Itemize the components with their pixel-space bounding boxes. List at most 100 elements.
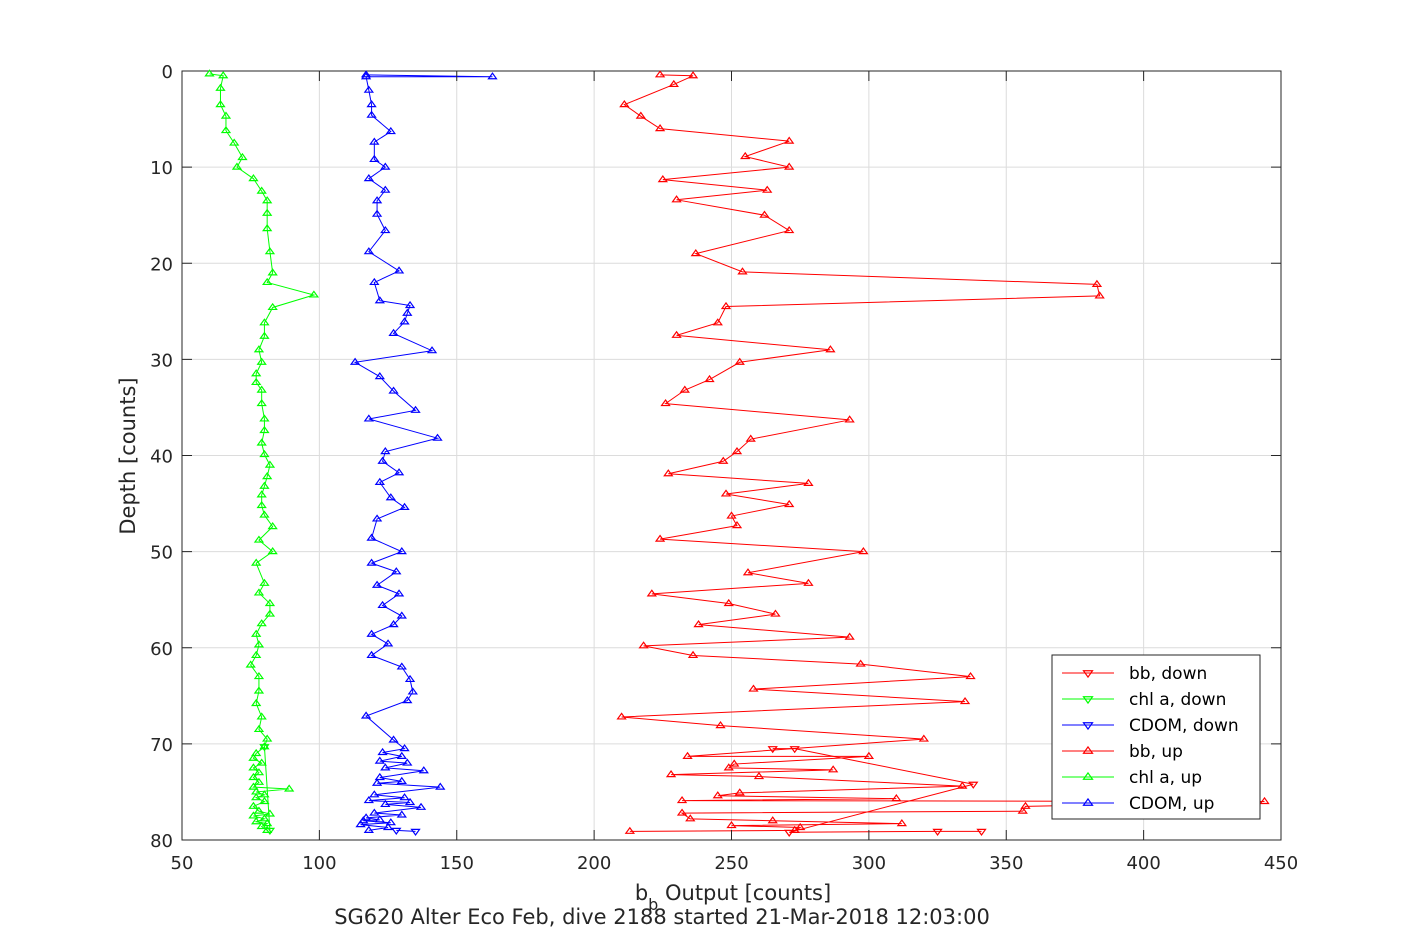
data-point [402, 758, 413, 766]
data-point [712, 791, 723, 799]
data-point [256, 619, 267, 627]
data-point [218, 71, 229, 79]
data-point [374, 477, 385, 485]
data-point [399, 502, 410, 510]
data-point [415, 802, 427, 810]
ticks: 50 100 150 200 250 300 350 400 450 0 10 20 30 40 50 60 7… [150, 62, 1298, 874]
data-point [720, 489, 732, 497]
data-point [1020, 801, 1031, 809]
legend-swatch-marker [1082, 670, 1094, 679]
data-point [256, 438, 267, 446]
x-axis-title-rest: Output [counts] [658, 881, 831, 905]
data-point [374, 756, 385, 764]
data-point [718, 456, 729, 464]
legend-swatch-marker [1082, 696, 1094, 705]
data-point [803, 578, 814, 586]
data-point [264, 598, 276, 607]
data-point [393, 589, 405, 597]
data-point [965, 671, 976, 680]
data-point [435, 782, 446, 790]
data-point [638, 641, 649, 649]
data-point [896, 819, 908, 827]
data-point [264, 809, 276, 817]
data-point [251, 793, 262, 801]
legend-label: chl a, down [1129, 690, 1226, 710]
data-point [671, 330, 682, 338]
data-point [734, 357, 745, 365]
data-point [624, 826, 636, 834]
data-point [825, 345, 836, 353]
data-point [1259, 796, 1270, 805]
data-point [253, 345, 265, 353]
data-point [251, 787, 262, 795]
data-point [360, 711, 372, 719]
data-point [380, 185, 391, 193]
data-point [253, 686, 265, 694]
legend-label: bb, up [1129, 742, 1183, 762]
data-point [759, 210, 770, 218]
data-point [731, 447, 743, 455]
data-point [259, 414, 270, 422]
data-point [388, 386, 399, 394]
data-point [396, 546, 407, 555]
data-point [380, 447, 391, 455]
y-tick-label: 20 [150, 254, 173, 275]
data-point [388, 328, 399, 337]
data-point [377, 600, 388, 609]
data-point [374, 296, 385, 304]
series-chl-a-up [204, 69, 320, 833]
legend-label: CDOM, down [1129, 716, 1239, 736]
data-point [204, 69, 215, 77]
data-point [382, 639, 394, 647]
data-point [366, 533, 377, 541]
x-tick-label: 100 [302, 853, 336, 874]
data-point [377, 456, 388, 464]
x-tick-label: 400 [1126, 853, 1160, 874]
data-point [734, 788, 745, 796]
series-cdom-down [391, 827, 421, 836]
data-point [789, 746, 800, 754]
data-point [380, 763, 391, 771]
y-tick-label: 60 [150, 639, 173, 660]
data-point [726, 820, 737, 829]
data-point [251, 369, 262, 377]
y-tick-label: 80 [150, 831, 173, 852]
legend-label: CDOM, up [1129, 794, 1214, 814]
data-point [253, 806, 265, 814]
data-point [264, 609, 276, 617]
data-point [660, 398, 671, 407]
data-point [259, 814, 270, 822]
legend-item[interactable]: chl a, down [1062, 690, 1226, 710]
data-point [682, 751, 693, 759]
data-point [858, 546, 869, 555]
data-point [251, 650, 262, 659]
data-point [253, 535, 265, 543]
data-point [308, 290, 320, 298]
data-point [396, 810, 407, 818]
data-point [676, 795, 688, 804]
legend-item[interactable]: CDOM, down [1062, 716, 1239, 736]
data-point [259, 331, 270, 339]
data-point [253, 640, 265, 648]
data-point [251, 629, 262, 637]
data-point [748, 684, 759, 692]
data-point [220, 125, 232, 134]
data-point [391, 567, 402, 575]
data-point [855, 659, 866, 667]
data-point [693, 620, 704, 628]
data-point [844, 632, 855, 640]
data-point [256, 398, 267, 407]
data-point [654, 124, 666, 132]
data-point [635, 111, 647, 119]
data-point [770, 609, 781, 617]
legend-item[interactable]: bb, up [1062, 742, 1183, 762]
legend[interactable]: bb, down chl a, down CDOM, down bb, up chl a… [1051, 654, 1261, 820]
data-point [671, 195, 682, 203]
data-point [388, 620, 399, 628]
data-point [248, 753, 259, 761]
data-point [619, 100, 630, 108]
legend-item[interactable]: CDOM, up [1062, 794, 1214, 814]
legend-item[interactable]: bb, down [1062, 664, 1207, 684]
legend-item[interactable]: chl a, up [1062, 768, 1202, 788]
data-point [256, 490, 267, 498]
